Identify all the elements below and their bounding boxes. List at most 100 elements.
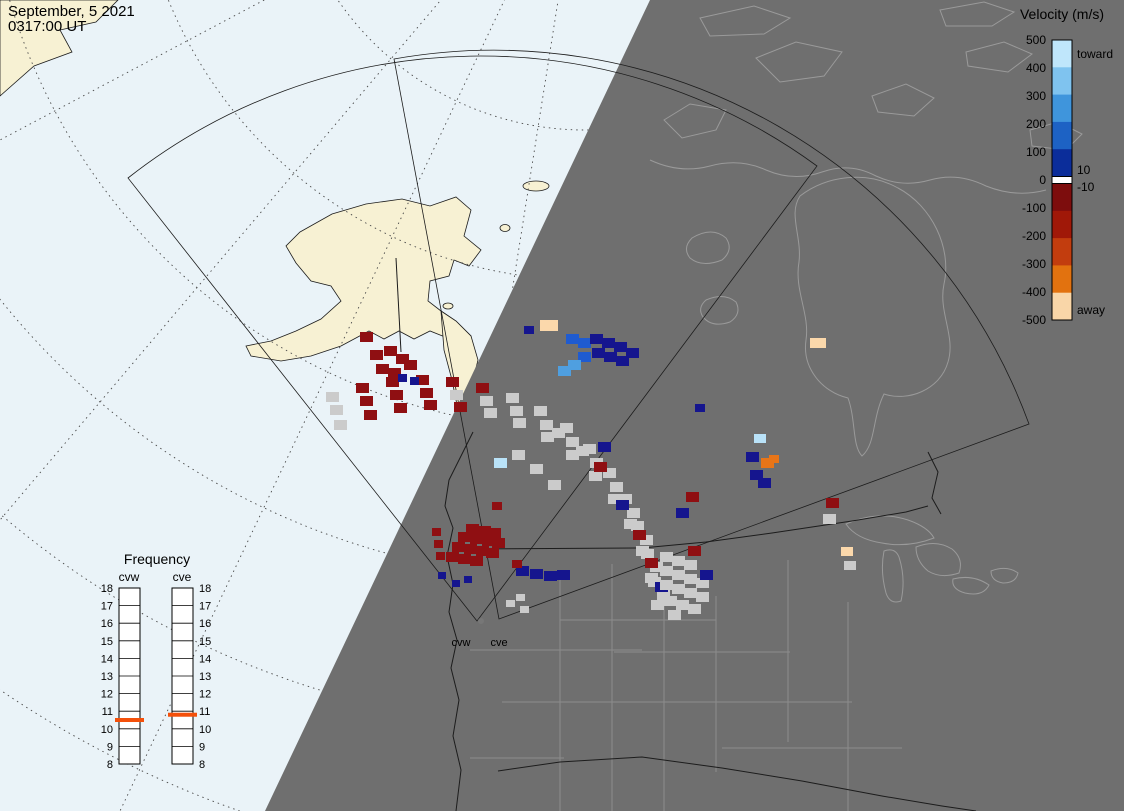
- frequency-tick-label: 15: [101, 636, 113, 648]
- night-region: [265, 0, 1124, 811]
- velocity-cell: [520, 606, 529, 613]
- velocity-cell: [641, 549, 654, 559]
- radar-site-marker: [478, 618, 484, 624]
- velocity-cell: [488, 528, 501, 538]
- frequency-tick-label: 14: [199, 653, 211, 665]
- velocity-cell: [544, 571, 557, 581]
- velocity-cell: [548, 480, 561, 490]
- velocity-cell: [506, 393, 519, 403]
- velocity-cell: [384, 346, 397, 356]
- velocity-cell: [746, 452, 759, 462]
- frequency-tick-label: 16: [101, 618, 113, 630]
- velocity-cell: [470, 534, 483, 544]
- night-outlines: [470, 1, 1083, 811]
- velocity-cell: [450, 390, 463, 400]
- colorbar-tick-label: -300: [1022, 257, 1046, 271]
- velocity-cell: [604, 352, 617, 362]
- velocity-cell: [470, 556, 483, 566]
- alaska-landmass: [245, 196, 482, 362]
- great-lakes-outline: [845, 515, 1019, 603]
- velocity-cell: [657, 590, 670, 600]
- velocity-cell: [552, 428, 565, 438]
- velocity-cell: [627, 508, 640, 518]
- velocity-cell: [648, 577, 661, 587]
- velocity-cell: [566, 450, 579, 460]
- velocity-cell: [758, 478, 771, 488]
- velocity-cell: [614, 342, 627, 352]
- state-borders: [470, 560, 902, 811]
- velocity-cell: [530, 464, 543, 474]
- radar-label-cve: cve: [490, 637, 507, 649]
- velocity-cell: [578, 338, 591, 348]
- velocity-cell: [761, 458, 774, 468]
- velocity-cell: [386, 377, 399, 387]
- velocity-cell: [686, 492, 699, 502]
- velocity-cell: [396, 354, 409, 364]
- colorbar-toward-label: toward: [1077, 47, 1113, 61]
- velocity-cell: [390, 390, 403, 400]
- velocity-cell: [492, 538, 505, 548]
- velocity-cell: [578, 352, 591, 362]
- frequency-tick-label: 9: [107, 741, 113, 753]
- velocity-cell: [700, 570, 713, 580]
- velocity-cell: [589, 471, 602, 481]
- colorbar-segment: [1052, 265, 1072, 294]
- velocity-cell: [568, 360, 581, 370]
- velocity-cell: [434, 540, 443, 548]
- velocity-cell: [516, 594, 525, 601]
- velocity-cell: [624, 519, 637, 529]
- colorbar-segment: [1052, 121, 1072, 150]
- colorbar-segment: [1052, 183, 1072, 212]
- colorbar-segment: [1052, 210, 1072, 239]
- radar-fov-outlines: [127, 49, 1030, 622]
- velocity-cell: [454, 402, 467, 412]
- velocity-cell: [510, 406, 523, 416]
- velocity-cell: [558, 366, 571, 376]
- velocity-cell: [512, 450, 525, 460]
- velocity-cell: [566, 437, 579, 447]
- velocity-cell: [410, 377, 419, 385]
- frequency-tick-label: 13: [199, 671, 211, 683]
- us-mexico-border: [497, 756, 977, 811]
- velocity-cell: [598, 442, 611, 452]
- hudson-bay-outline: [794, 176, 951, 457]
- velocity-cell: [326, 392, 339, 402]
- velocity-cell: [602, 338, 615, 348]
- colorbar-upper-threshold: 10: [1077, 163, 1091, 177]
- frequency-tick-label: 11: [199, 706, 210, 718]
- velocity-cell: [334, 420, 347, 430]
- velocity-cell: [754, 434, 766, 443]
- velocity-cell: [664, 596, 677, 606]
- velocity-cell: [841, 547, 853, 556]
- velocity-cell: [631, 521, 644, 531]
- velocity-cell: [540, 320, 558, 331]
- velocity-cell: [610, 482, 623, 492]
- colorbar-segment: [1052, 67, 1072, 96]
- velocity-cell: [438, 572, 446, 579]
- velocity-cell: [476, 383, 489, 393]
- velocity-cell: [370, 350, 383, 360]
- velocity-cell: [566, 334, 579, 344]
- velocity-cell: [464, 544, 477, 554]
- time-label: 0317:00 UT: [8, 18, 86, 35]
- velocity-cell: [534, 406, 547, 416]
- date-label: September, 5 2021: [8, 3, 135, 20]
- velocity-cell: [394, 403, 407, 413]
- colorbar-lower-threshold: -10: [1077, 180, 1095, 194]
- velocity-cell: [672, 570, 685, 580]
- velocity-cell: [478, 526, 491, 536]
- frequency-tick-label: 12: [199, 689, 211, 701]
- velocity-cell: [823, 514, 836, 524]
- colorbar-tick-label: -400: [1022, 285, 1046, 299]
- velocity-cell: [480, 396, 493, 406]
- colorbar-outline: [1051, 39, 1073, 321]
- velocity-cell: [684, 560, 697, 570]
- velocity-cell: [769, 455, 779, 463]
- colorbar-tick-label: -100: [1022, 201, 1046, 215]
- west-coastline: [444, 431, 474, 811]
- cvw-fov: [127, 55, 818, 622]
- cve-fov: [393, 49, 1030, 620]
- velocity-cell: [506, 600, 515, 607]
